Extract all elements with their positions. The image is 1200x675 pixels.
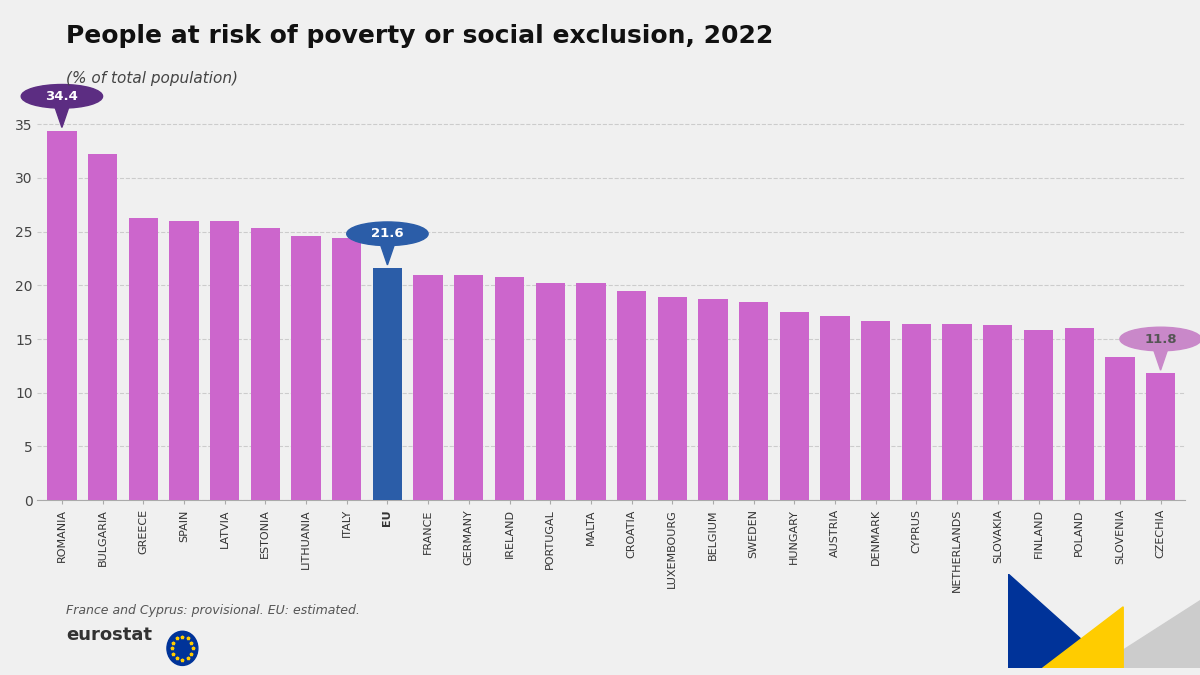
- Circle shape: [167, 631, 198, 666]
- Polygon shape: [54, 106, 70, 128]
- Bar: [332, 238, 361, 500]
- Bar: [210, 221, 239, 500]
- Bar: [983, 325, 1013, 500]
- Bar: [1105, 357, 1134, 500]
- Bar: [617, 291, 647, 500]
- Text: People at risk of poverty or social exclusion, 2022: People at risk of poverty or social excl…: [66, 24, 773, 48]
- Bar: [47, 131, 77, 500]
- Polygon shape: [1153, 349, 1168, 370]
- Ellipse shape: [22, 84, 102, 108]
- Text: (% of total population): (% of total population): [66, 71, 238, 86]
- Bar: [862, 321, 890, 500]
- Ellipse shape: [347, 222, 428, 246]
- Bar: [128, 217, 158, 500]
- Bar: [454, 275, 484, 500]
- Text: 34.4: 34.4: [46, 90, 78, 103]
- Text: eurostat: eurostat: [66, 626, 152, 645]
- Bar: [494, 277, 524, 500]
- Bar: [698, 299, 727, 500]
- Bar: [780, 312, 809, 500]
- Bar: [1146, 373, 1175, 500]
- Bar: [1024, 331, 1054, 500]
- Bar: [821, 317, 850, 500]
- Bar: [251, 228, 280, 500]
- Bar: [576, 284, 606, 500]
- Bar: [88, 155, 118, 500]
- Bar: [169, 221, 199, 500]
- Ellipse shape: [1120, 327, 1200, 351]
- Polygon shape: [380, 244, 395, 265]
- Bar: [1064, 328, 1094, 500]
- Polygon shape: [1043, 607, 1123, 668]
- Polygon shape: [1094, 600, 1200, 668]
- Bar: [373, 268, 402, 500]
- Text: 21.6: 21.6: [371, 227, 403, 240]
- Bar: [901, 324, 931, 500]
- Bar: [658, 297, 686, 500]
- Bar: [414, 275, 443, 500]
- Polygon shape: [1008, 574, 1114, 668]
- Text: 11.8: 11.8: [1145, 333, 1177, 346]
- Bar: [535, 284, 565, 500]
- Bar: [942, 324, 972, 500]
- Bar: [739, 302, 768, 500]
- Bar: [292, 236, 320, 500]
- Text: France and Cyprus: provisional. EU: estimated.: France and Cyprus: provisional. EU: esti…: [66, 604, 360, 617]
